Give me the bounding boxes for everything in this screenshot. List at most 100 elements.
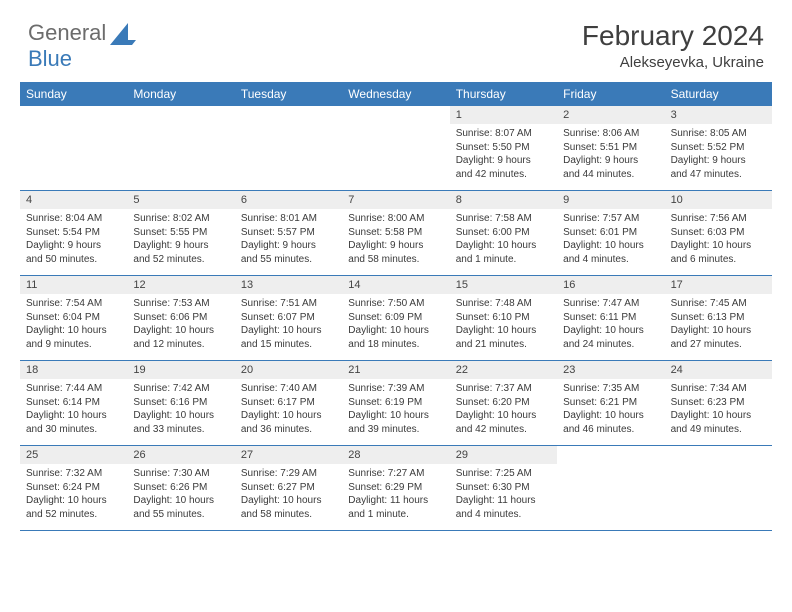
daylight-line-2: and 52 minutes. [26, 508, 121, 522]
day-details: Sunrise: 7:34 AMSunset: 6:23 PMDaylight:… [665, 379, 772, 442]
title-block: February 2024 Alekseyevka, Ukraine [582, 20, 764, 71]
sunrise-line: Sunrise: 7:39 AM [348, 382, 443, 396]
sunset-line: Sunset: 6:14 PM [26, 396, 121, 410]
sunrise-line: Sunrise: 7:35 AM [563, 382, 658, 396]
sunset-line: Sunset: 6:03 PM [671, 226, 766, 240]
daylight-line-1: Daylight: 10 hours [348, 324, 443, 338]
location-label: Alekseyevka, Ukraine [582, 54, 764, 71]
sunrise-line: Sunrise: 8:01 AM [241, 212, 336, 226]
day-details: Sunrise: 7:40 AMSunset: 6:17 PMDaylight:… [235, 379, 342, 442]
daylight-line-2: and 21 minutes. [456, 338, 551, 352]
daylight-line-1: Daylight: 10 hours [26, 409, 121, 423]
calendar-cell: 11Sunrise: 7:54 AMSunset: 6:04 PMDayligh… [20, 276, 127, 360]
sunset-line: Sunset: 6:21 PM [563, 396, 658, 410]
calendar-cell: 9Sunrise: 7:57 AMSunset: 6:01 PMDaylight… [557, 191, 664, 275]
day-details: Sunrise: 7:50 AMSunset: 6:09 PMDaylight:… [342, 294, 449, 357]
sunrise-line: Sunrise: 8:05 AM [671, 127, 766, 141]
daylight-line-1: Daylight: 10 hours [671, 324, 766, 338]
sunset-line: Sunset: 6:27 PM [241, 481, 336, 495]
calendar-cell: 20Sunrise: 7:40 AMSunset: 6:17 PMDayligh… [235, 361, 342, 445]
calendar-week: 25Sunrise: 7:32 AMSunset: 6:24 PMDayligh… [20, 446, 772, 531]
daylight-line-2: and 47 minutes. [671, 168, 766, 182]
day-number: 17 [665, 276, 772, 294]
sunrise-line: Sunrise: 7:58 AM [456, 212, 551, 226]
day-number: 20 [235, 361, 342, 379]
month-title: February 2024 [582, 20, 764, 52]
brand-sail-icon [110, 23, 136, 45]
day-details: Sunrise: 7:44 AMSunset: 6:14 PMDaylight:… [20, 379, 127, 442]
sunset-line: Sunset: 6:06 PM [133, 311, 228, 325]
calendar-week: 1Sunrise: 8:07 AMSunset: 5:50 PMDaylight… [20, 106, 772, 191]
sunrise-line: Sunrise: 7:56 AM [671, 212, 766, 226]
weekday-label: Sunday [20, 83, 127, 106]
sunset-line: Sunset: 6:10 PM [456, 311, 551, 325]
day-details: Sunrise: 7:25 AMSunset: 6:30 PMDaylight:… [450, 464, 557, 527]
daylight-line-2: and 33 minutes. [133, 423, 228, 437]
weekday-label: Friday [557, 83, 664, 106]
day-number: 16 [557, 276, 664, 294]
daylight-line-1: Daylight: 9 hours [563, 154, 658, 168]
day-details: Sunrise: 7:45 AMSunset: 6:13 PMDaylight:… [665, 294, 772, 357]
calendar-cell: 10Sunrise: 7:56 AMSunset: 6:03 PMDayligh… [665, 191, 772, 275]
daylight-line-1: Daylight: 11 hours [348, 494, 443, 508]
calendar-cell: 12Sunrise: 7:53 AMSunset: 6:06 PMDayligh… [127, 276, 234, 360]
sunrise-line: Sunrise: 8:02 AM [133, 212, 228, 226]
day-details: Sunrise: 7:29 AMSunset: 6:27 PMDaylight:… [235, 464, 342, 527]
calendar-cell [127, 106, 234, 190]
daylight-line-2: and 1 minute. [348, 508, 443, 522]
calendar-cell: 15Sunrise: 7:48 AMSunset: 6:10 PMDayligh… [450, 276, 557, 360]
calendar-cell: 4Sunrise: 8:04 AMSunset: 5:54 PMDaylight… [20, 191, 127, 275]
day-details: Sunrise: 7:53 AMSunset: 6:06 PMDaylight:… [127, 294, 234, 357]
day-details: Sunrise: 7:57 AMSunset: 6:01 PMDaylight:… [557, 209, 664, 272]
daylight-line-2: and 49 minutes. [671, 423, 766, 437]
day-number: 27 [235, 446, 342, 464]
calendar-cell: 7Sunrise: 8:00 AMSunset: 5:58 PMDaylight… [342, 191, 449, 275]
calendar-cell [235, 106, 342, 190]
day-number-empty [342, 106, 449, 124]
calendar-cell: 3Sunrise: 8:05 AMSunset: 5:52 PMDaylight… [665, 106, 772, 190]
day-details: Sunrise: 8:01 AMSunset: 5:57 PMDaylight:… [235, 209, 342, 272]
day-details: Sunrise: 7:47 AMSunset: 6:11 PMDaylight:… [557, 294, 664, 357]
calendar-cell: 18Sunrise: 7:44 AMSunset: 6:14 PMDayligh… [20, 361, 127, 445]
calendar-cell: 28Sunrise: 7:27 AMSunset: 6:29 PMDayligh… [342, 446, 449, 530]
daylight-line-1: Daylight: 10 hours [133, 494, 228, 508]
day-details: Sunrise: 8:05 AMSunset: 5:52 PMDaylight:… [665, 124, 772, 187]
daylight-line-1: Daylight: 9 hours [26, 239, 121, 253]
sunrise-line: Sunrise: 7:51 AM [241, 297, 336, 311]
daylight-line-1: Daylight: 10 hours [563, 239, 658, 253]
sunset-line: Sunset: 6:17 PM [241, 396, 336, 410]
calendar-cell: 27Sunrise: 7:29 AMSunset: 6:27 PMDayligh… [235, 446, 342, 530]
daylight-line-2: and 12 minutes. [133, 338, 228, 352]
day-details: Sunrise: 7:27 AMSunset: 6:29 PMDaylight:… [342, 464, 449, 527]
sunset-line: Sunset: 5:58 PM [348, 226, 443, 240]
calendar-cell: 6Sunrise: 8:01 AMSunset: 5:57 PMDaylight… [235, 191, 342, 275]
daylight-line-1: Daylight: 10 hours [26, 324, 121, 338]
day-details: Sunrise: 7:58 AMSunset: 6:00 PMDaylight:… [450, 209, 557, 272]
calendar-cell: 26Sunrise: 7:30 AMSunset: 6:26 PMDayligh… [127, 446, 234, 530]
day-details: Sunrise: 8:07 AMSunset: 5:50 PMDaylight:… [450, 124, 557, 187]
daylight-line-2: and 15 minutes. [241, 338, 336, 352]
daylight-line-1: Daylight: 9 hours [456, 154, 551, 168]
sunset-line: Sunset: 5:54 PM [26, 226, 121, 240]
sunrise-line: Sunrise: 7:42 AM [133, 382, 228, 396]
day-details: Sunrise: 7:39 AMSunset: 6:19 PMDaylight:… [342, 379, 449, 442]
daylight-line-2: and 9 minutes. [26, 338, 121, 352]
sunrise-line: Sunrise: 7:50 AM [348, 297, 443, 311]
day-details: Sunrise: 7:48 AMSunset: 6:10 PMDaylight:… [450, 294, 557, 357]
sunset-line: Sunset: 6:24 PM [26, 481, 121, 495]
sunrise-line: Sunrise: 7:30 AM [133, 467, 228, 481]
sunset-line: Sunset: 5:57 PM [241, 226, 336, 240]
day-number: 29 [450, 446, 557, 464]
calendar-cell: 5Sunrise: 8:02 AMSunset: 5:55 PMDaylight… [127, 191, 234, 275]
daylight-line-1: Daylight: 10 hours [563, 324, 658, 338]
daylight-line-2: and 4 minutes. [456, 508, 551, 522]
daylight-line-1: Daylight: 9 hours [348, 239, 443, 253]
sunrise-line: Sunrise: 7:48 AM [456, 297, 551, 311]
daylight-line-2: and 27 minutes. [671, 338, 766, 352]
day-number: 13 [235, 276, 342, 294]
day-number-empty [20, 106, 127, 124]
calendar-cell [342, 106, 449, 190]
brand-logo: General Blue [28, 20, 136, 72]
day-number: 5 [127, 191, 234, 209]
calendar-cell: 14Sunrise: 7:50 AMSunset: 6:09 PMDayligh… [342, 276, 449, 360]
